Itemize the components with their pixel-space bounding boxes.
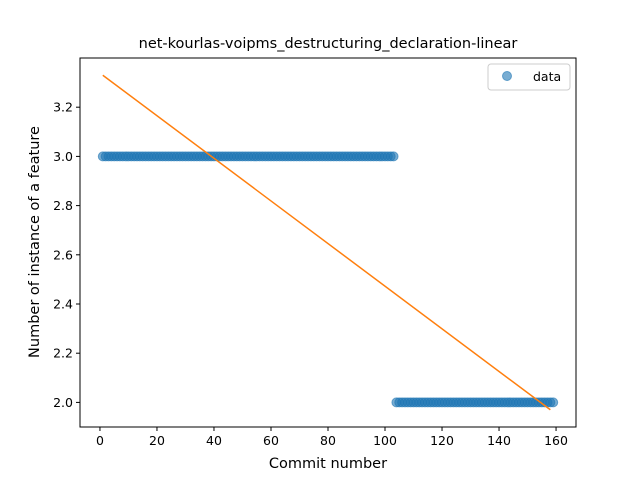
x-axis-label: Commit number	[269, 456, 387, 472]
x-tick-label: 80	[320, 433, 336, 448]
x-axis: 0 20 40 60 80 100 120 140 160	[96, 427, 568, 448]
x-tick-label: 60	[263, 433, 279, 448]
legend-label-data: data	[533, 69, 561, 84]
x-tick-label: 160	[544, 433, 568, 448]
y-axis-label: Number of instance of a feature	[27, 126, 43, 358]
y-tick-label: 3.0	[53, 149, 73, 164]
data-point	[388, 151, 399, 162]
x-tick-label: 20	[149, 433, 165, 448]
x-tick-label: 100	[373, 433, 397, 448]
x-tick-label: 40	[206, 433, 222, 448]
y-tick-label: 2.6	[53, 247, 73, 262]
data-point	[548, 397, 559, 408]
legend-box	[487, 63, 571, 91]
y-axis: 2.0 2.2 2.4 2.6 2.8 3.0 3.2	[53, 100, 80, 410]
legend-marker-data	[502, 71, 512, 81]
x-tick-label: 120	[430, 433, 454, 448]
chart-title: net-kourlas-voipms_destructuring_declara…	[139, 36, 518, 52]
legend: data	[487, 63, 571, 91]
y-tick-label: 2.4	[53, 297, 73, 312]
y-tick-label: 3.2	[53, 100, 73, 115]
y-tick-label: 2.0	[53, 395, 73, 410]
x-tick-label: 140	[487, 433, 511, 448]
fit-line	[102, 74, 551, 411]
plot-marks	[97, 74, 559, 411]
x-tick-label: 0	[96, 433, 104, 448]
y-tick-label: 2.2	[53, 346, 73, 361]
y-tick-label: 2.8	[53, 198, 73, 213]
